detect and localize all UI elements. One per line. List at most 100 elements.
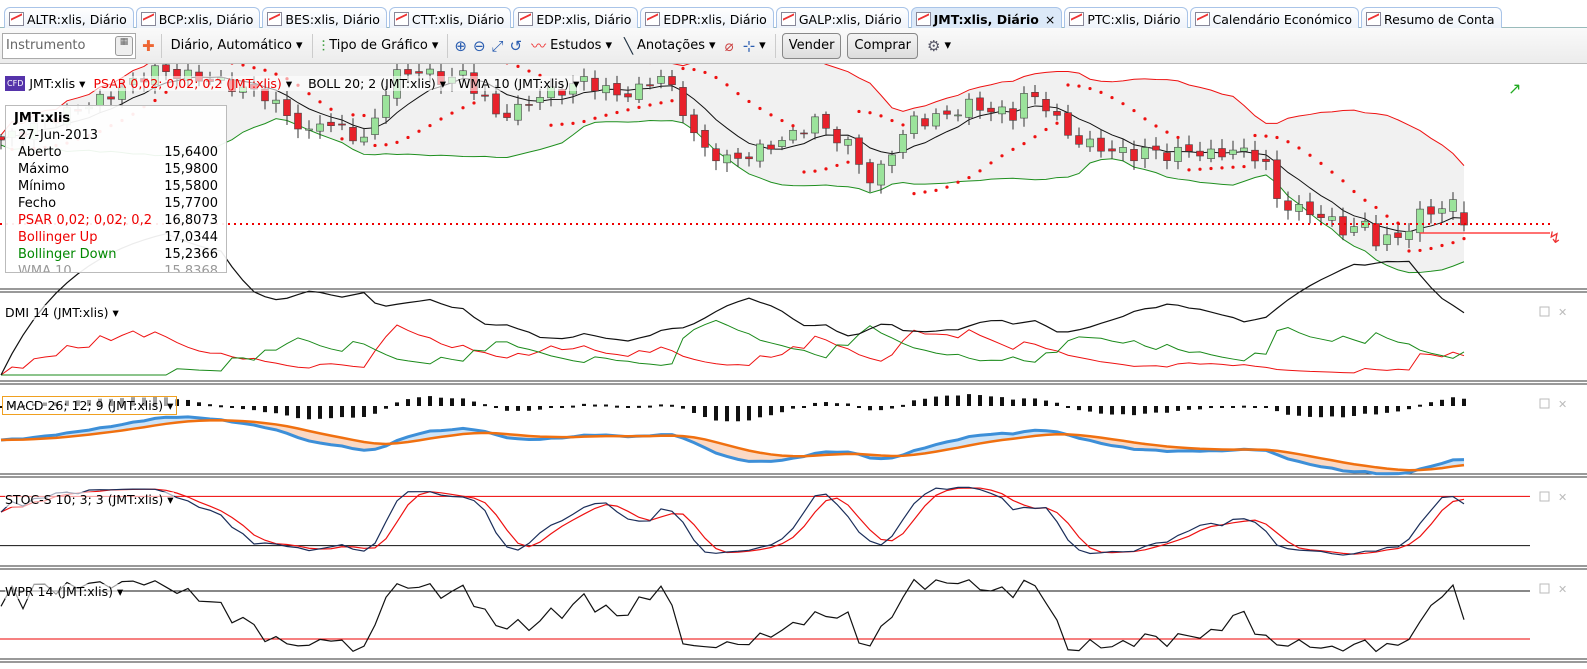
candle <box>1218 148 1226 158</box>
psar-dot <box>571 121 575 125</box>
tab-2[interactable]: BES:xlis, Diário <box>262 7 387 28</box>
macd-label[interactable]: MACD 26; 12; 9 (JMT:xlis) ▾ <box>2 396 178 415</box>
psar-dot <box>1187 168 1191 172</box>
macd-histogram-bar <box>560 406 564 408</box>
macd-histogram-bar <box>373 406 377 414</box>
psar-dot <box>1033 135 1037 139</box>
candle <box>701 129 709 148</box>
chart-canvas[interactable]: ✕ ✕ ✕ ✕ ↯ ↗ <box>0 64 1587 669</box>
macd-histogram-bar <box>1407 406 1411 410</box>
undo-icon[interactable]: ↺ <box>509 36 523 55</box>
psar-dot <box>637 105 641 109</box>
macd-histogram-bar <box>186 399 190 406</box>
candle <box>635 83 643 100</box>
period-dropdown[interactable]: Diário, Automático ▾ <box>170 38 303 53</box>
macd-histogram-bar <box>714 406 718 421</box>
panel-margin <box>1476 385 1587 473</box>
macd-histogram-bar <box>681 406 685 409</box>
annotations-dropdown[interactable]: ╲ Anotações ▾ <box>623 36 716 55</box>
crosshair-info-icon: ⊹ <box>742 36 756 55</box>
psar-dot <box>659 101 663 105</box>
psar-dot <box>692 67 696 72</box>
candle <box>1339 216 1347 236</box>
tab-0[interactable]: ALTR:xlis, Diário <box>4 7 134 28</box>
psar-dot <box>340 137 344 141</box>
macd-histogram-bar <box>1418 404 1422 407</box>
wma-label[interactable]: WMA 10 (JMT:xlis) <box>458 76 570 91</box>
macd-histogram-bar <box>406 399 410 406</box>
zoom-out-icon[interactable]: ⊖ <box>472 36 486 55</box>
candle <box>1042 99 1050 112</box>
wpr-label[interactable]: WPR 14 (JMT:xlis) ▾ <box>5 584 124 599</box>
chevron-down-icon[interactable]: ▾ <box>573 76 580 91</box>
buy-button[interactable]: Comprar <box>847 32 919 59</box>
tab-3[interactable]: CTT:xlis, Diário <box>388 7 512 28</box>
psar-dot <box>758 106 762 111</box>
chevron-down-icon[interactable]: ▾ <box>79 76 86 91</box>
fit-icon[interactable]: ⤢ <box>491 36 504 55</box>
crosshair-dropdown[interactable]: ⊹ ▾ <box>740 37 769 55</box>
macd-histogram-bar <box>1363 406 1367 414</box>
chevron-down-icon: ▾ <box>431 38 439 53</box>
macd-histogram-bar <box>1209 406 1213 409</box>
macd-histogram-bar <box>1286 406 1290 415</box>
candle <box>1372 223 1380 247</box>
tab-10[interactable]: Resumo de Conta <box>1361 7 1502 28</box>
candle <box>1097 137 1105 152</box>
signal-line <box>0 418 1465 472</box>
instrument-picker-icon[interactable]: ▦ <box>115 35 133 56</box>
candle <box>1108 148 1116 152</box>
macd-histogram-bar <box>1462 398 1466 406</box>
chart-type-dropdown[interactable]: ⫶ Tipo de Gráfico ▾ <box>321 36 439 55</box>
zoom-in-icon[interactable]: ⊕ <box>454 36 467 55</box>
divider <box>447 33 449 58</box>
candle <box>338 123 346 126</box>
psar-dot <box>1264 134 1268 138</box>
psar-dot <box>241 64 245 67</box>
psar-dot <box>1297 146 1301 150</box>
tab-8[interactable]: PTC:xlis, Diário <box>1064 7 1188 28</box>
tab-7[interactable]: JMT:xlis, Diário × <box>910 7 1063 28</box>
eraser-icon[interactable]: ⌀ <box>724 36 734 55</box>
macd-histogram-bar <box>439 397 443 406</box>
chevron-down-icon[interactable]: ▾ <box>439 76 447 91</box>
macd-histogram-bar <box>1275 406 1279 412</box>
tab-1[interactable]: BCP:xlis, Diário <box>135 7 261 28</box>
psar-dot <box>802 170 806 174</box>
tab-4[interactable]: EDP:xlis, Diário <box>513 7 639 28</box>
close-panel-icon: ✕ <box>1558 306 1567 319</box>
instrument-input[interactable]: Instrumento ▦ <box>2 32 136 59</box>
chevron-down-icon: ▾ <box>605 38 612 53</box>
stoc-label[interactable]: STOC-S 10; 3; 3 (JMT:xlis) ▾ <box>5 492 174 507</box>
psar-dot <box>923 190 927 194</box>
symbol-label[interactable]: JMT:xlis <box>29 76 76 91</box>
tab-6[interactable]: GALP:xlis, Diário <box>775 7 909 28</box>
psar-dot <box>1143 117 1147 121</box>
psar-dot <box>1077 84 1081 88</box>
macd-histogram-bar <box>571 405 575 408</box>
studies-dropdown[interactable]: 〰 Estudos ▾ <box>531 37 612 55</box>
dmi-label[interactable]: DMI 14 (JMT:xlis) ▾ <box>5 305 119 320</box>
stoc-d-line <box>0 487 1465 555</box>
macd-histogram-bar <box>1121 406 1125 415</box>
close-tab-icon[interactable]: × <box>1044 11 1056 27</box>
boll-label[interactable]: BOLL 20; 2 (JMT:xlis) <box>308 76 436 91</box>
macd-histogram-bar <box>989 396 993 406</box>
add-chart-icon[interactable]: ✚ <box>142 36 155 55</box>
candle <box>327 121 335 126</box>
settings-dropdown[interactable]: ⚙ ▾ <box>924 37 954 55</box>
chevron-down-icon[interactable]: ▾ <box>285 76 293 91</box>
psar-label[interactable]: PSAR 0,02; 0,02; 0,2 (JMT:xlis) <box>93 76 282 91</box>
macd-histogram-bar <box>274 406 278 414</box>
candle <box>1020 93 1028 119</box>
sell-button[interactable]: Vender <box>781 32 842 59</box>
psar-dot <box>901 123 905 127</box>
line-tool-icon: ╲ <box>623 36 633 55</box>
psar-dot <box>857 109 861 114</box>
psar-dot <box>1330 170 1334 174</box>
macd-histogram-bar <box>934 396 938 406</box>
tab-5[interactable]: EDPR:xlis, Diário <box>640 7 774 28</box>
candle <box>811 116 819 134</box>
tab-9[interactable]: Calendário Económico <box>1189 7 1360 28</box>
macd-histogram-bar <box>703 406 707 418</box>
